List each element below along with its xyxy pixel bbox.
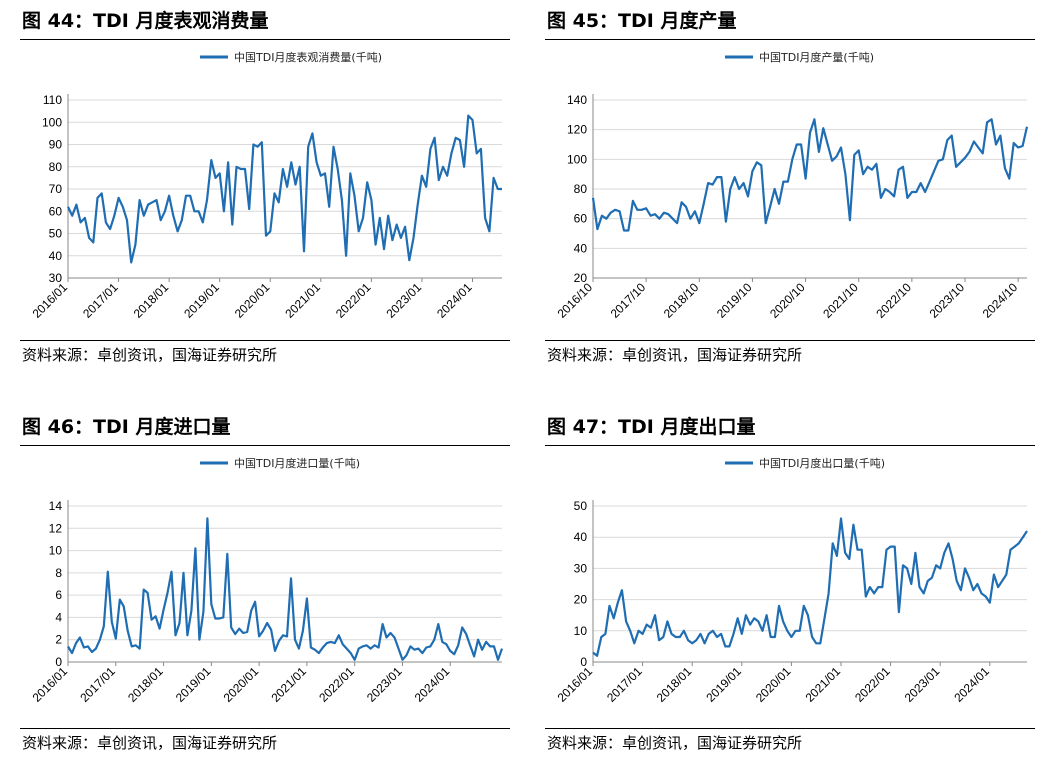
y-tick-label: 10 xyxy=(574,624,588,638)
chart-panel-4: 图 47：TDI 月度出口量 中国TDI月度出口量(千吨) 0 10 20 30 40 50… xyxy=(545,412,1045,766)
y-tick-label: 40 xyxy=(49,249,63,263)
source-note: 资料来源：卓创资讯，国海证券研究所 xyxy=(545,728,1035,756)
y-tick-label: 60 xyxy=(49,204,63,218)
x-tick-label: 2024/10 xyxy=(980,280,1021,321)
x-tick-label: 2019/10 xyxy=(714,280,755,321)
x-tick-label: 2018/01 xyxy=(125,664,166,705)
x-tick-label: 2019/01 xyxy=(173,664,214,705)
legend-label: 中国TDI月度出口量(千吨) xyxy=(759,456,885,470)
legend: 中国TDI月度产量(千吨) xyxy=(725,50,874,64)
y-tick-label: 20 xyxy=(574,271,588,285)
x-tick-label: 2023/10 xyxy=(927,280,968,321)
line-chart: 中国TDI月度产量(千吨) 20 40 60 80 100 120 140 2016/10 201… xyxy=(555,50,1029,321)
x-tick-label: 2024/01 xyxy=(951,664,992,705)
y-tick-label: 80 xyxy=(49,160,63,174)
x-tick-label: 2019/01 xyxy=(181,280,222,321)
y-tick-label: 8 xyxy=(55,566,62,580)
figure-title: 图 45：TDI 月度产量 xyxy=(545,6,1035,40)
x-tick-label: 2020/01 xyxy=(753,664,794,705)
figure-title: 图 47：TDI 月度出口量 xyxy=(545,412,1035,446)
y-tick-label: 140 xyxy=(567,93,587,107)
y-tick-label: 2 xyxy=(55,633,62,647)
y-tick-label: 10 xyxy=(49,544,63,558)
x-tick-label: 2016/01 xyxy=(555,664,596,705)
x-tick-label: 2022/10 xyxy=(873,280,914,321)
y-tick-label: 4 xyxy=(55,610,62,624)
source-note: 资料来源：卓创资讯，国海证券研究所 xyxy=(20,340,510,368)
figure-title: 图 46：TDI 月度进口量 xyxy=(20,412,510,446)
y-tick-label: 90 xyxy=(49,138,63,152)
x-tick-label: 2024/01 xyxy=(412,664,453,705)
x-tick-label: 2017/01 xyxy=(604,664,645,705)
x-tick-label: 2022/01 xyxy=(333,280,374,321)
series-line xyxy=(592,517,1028,657)
x-tick-label: 2023/01 xyxy=(902,664,943,705)
y-tick-label: 14 xyxy=(49,499,63,513)
y-tick-label: 100 xyxy=(42,115,62,129)
y-tick-label: 60 xyxy=(574,212,588,226)
x-tick-label: 2018/01 xyxy=(131,280,172,321)
chart-panel-1: 图 44：TDI 月度表观消费量 中国TDI月度表观消费量(千吨) 30 40 50 6… xyxy=(20,6,520,378)
source-note: 资料来源：卓创资讯，国海证券研究所 xyxy=(545,340,1035,368)
y-tick-label: 50 xyxy=(49,227,63,241)
x-tick-label: 2018/01 xyxy=(654,664,695,705)
y-tick-label: 30 xyxy=(574,561,588,575)
x-tick-label: 2018/10 xyxy=(661,280,702,321)
x-tick-label: 2021/01 xyxy=(282,280,323,321)
y-tick-label: 0 xyxy=(55,655,62,669)
x-tick-label: 2024/01 xyxy=(434,280,475,321)
x-tick-label: 2022/01 xyxy=(316,664,357,705)
series-line xyxy=(591,118,1029,232)
x-tick-label: 2023/01 xyxy=(383,280,424,321)
figure-title: 图 44：TDI 月度表观消费量 xyxy=(20,6,510,40)
x-tick-label: 2017/01 xyxy=(77,664,118,705)
x-tick-label: 2017/10 xyxy=(608,280,649,321)
y-tick-label: 6 xyxy=(55,588,62,602)
legend-label: 中国TDI月度产量(千吨) xyxy=(759,50,874,64)
y-tick-label: 40 xyxy=(574,241,588,255)
y-tick-label: 20 xyxy=(574,593,588,607)
y-tick-label: 110 xyxy=(43,93,62,107)
chart-panel-2: 图 45：TDI 月度产量 中国TDI月度产量(千吨) 20 40 60 80 100 12… xyxy=(545,6,1045,378)
series-line xyxy=(67,517,504,661)
x-tick-label: 2019/01 xyxy=(703,664,744,705)
x-tick-label: 2021/01 xyxy=(268,664,309,705)
y-tick-label: 70 xyxy=(49,182,63,196)
x-tick-label: 2020/01 xyxy=(232,280,273,321)
y-tick-label: 80 xyxy=(574,182,588,196)
x-tick-label: 2021/10 xyxy=(820,280,861,321)
y-tick-label: 12 xyxy=(49,521,63,535)
line-chart: 中国TDI月度表观消费量(千吨) 30 40 50 60 70 80 90 100 110 2016… xyxy=(30,50,502,321)
legend-label: 中国TDI月度进口量(千吨) xyxy=(234,456,360,470)
x-tick-label: 2021/01 xyxy=(803,664,844,705)
legend: 中国TDI月度出口量(千吨) xyxy=(725,456,885,470)
legend-label: 中国TDI月度表观消费量(千吨) xyxy=(234,50,382,64)
legend: 中国TDI月度表观消费量(千吨) xyxy=(200,50,382,64)
y-tick-label: 100 xyxy=(567,152,587,166)
x-tick-label: 2020/10 xyxy=(767,280,808,321)
x-tick-label: 2016/01 xyxy=(30,280,71,321)
chart-panel-3: 图 46：TDI 月度进口量 中国TDI月度进口量(千吨) 0 2 4 6 8 10 12 14… xyxy=(20,412,520,766)
series-line xyxy=(67,114,502,264)
y-tick-label: 50 xyxy=(574,499,588,513)
x-tick-label: 2017/01 xyxy=(80,280,121,321)
legend: 中国TDI月度进口量(千吨) xyxy=(200,456,360,470)
x-tick-label: 2020/01 xyxy=(221,664,262,705)
x-tick-label: 2016/10 xyxy=(555,280,596,321)
y-tick-label: 40 xyxy=(574,530,588,544)
y-tick-label: 0 xyxy=(580,655,587,669)
x-tick-label: 2022/01 xyxy=(852,664,893,705)
x-tick-label: 2016/01 xyxy=(30,664,71,705)
x-tick-label: 2023/01 xyxy=(364,664,405,705)
y-tick-label: 30 xyxy=(49,271,63,285)
y-tick-label: 120 xyxy=(567,123,587,137)
source-note: 资料来源：卓创资讯，国海证券研究所 xyxy=(20,728,510,756)
